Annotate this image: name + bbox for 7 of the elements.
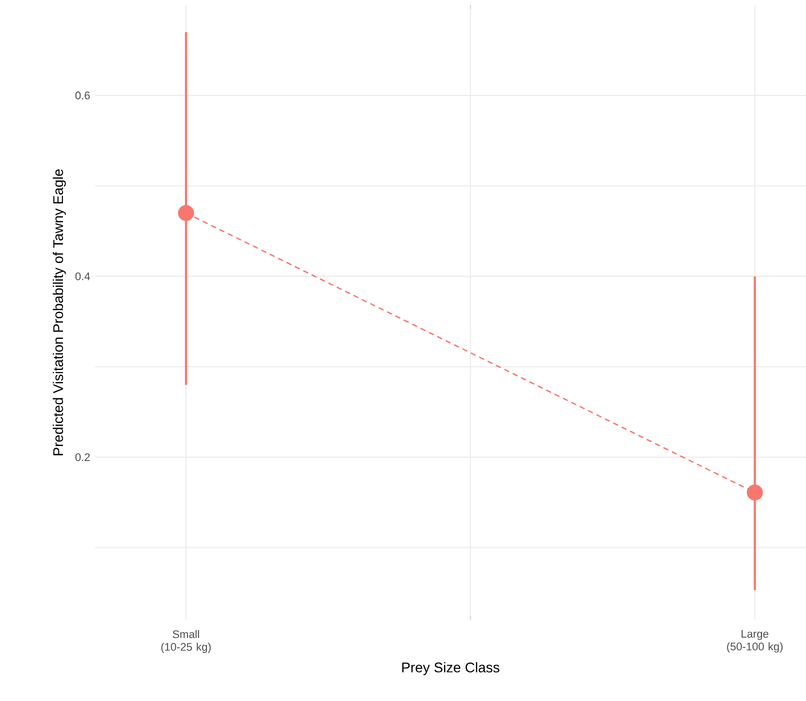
x-tick-label: Large (50-100 kg)	[727, 630, 783, 653]
y-tick-label: 0.2	[75, 453, 90, 462]
y-axis-title: Predicted Visitation Probability of Tawny Eagle	[52, 169, 66, 456]
x-axis-title: Prey Size Class	[402, 662, 500, 676]
y-tick-label: 0.4	[75, 272, 90, 280]
y-tick-label: 0.6	[75, 92, 90, 100]
x-tick-label: Small (10-25 kg)	[161, 630, 211, 653]
